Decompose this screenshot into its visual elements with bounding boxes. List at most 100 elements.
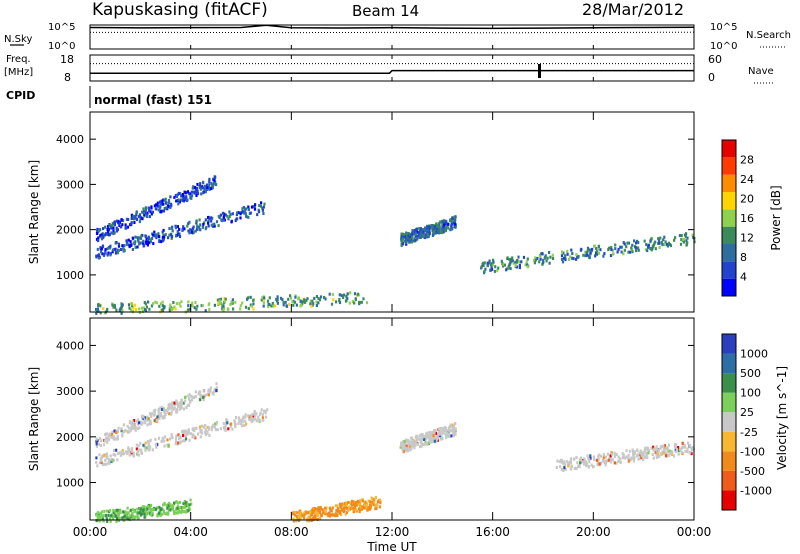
heatmap-cell bbox=[181, 229, 184, 232]
heatmap-cell bbox=[188, 508, 191, 511]
x-tick-label: 00:00 bbox=[677, 525, 712, 539]
heatmap-cell bbox=[196, 225, 199, 229]
velocity-colorbar-frame bbox=[721, 333, 737, 511]
y-tick-label: 3000 bbox=[56, 385, 84, 398]
heatmap-cell bbox=[194, 301, 197, 304]
heatmap-cell bbox=[130, 243, 133, 247]
heatmap-cell bbox=[207, 224, 210, 228]
heatmap-cell bbox=[407, 446, 411, 450]
heatmap-cell bbox=[596, 247, 599, 251]
heatmap-cell bbox=[418, 227, 421, 230]
heatmap-cell bbox=[622, 455, 625, 459]
heatmap-cell bbox=[175, 399, 178, 403]
heatmap-cell bbox=[415, 442, 418, 446]
heatmap-cell bbox=[111, 222, 114, 226]
heatmap-cell bbox=[178, 235, 182, 238]
heatmap-cell bbox=[166, 438, 169, 442]
heatmap-cell bbox=[423, 434, 426, 438]
heatmap-cell bbox=[151, 412, 154, 416]
heatmap-cell bbox=[160, 202, 164, 206]
heatmap-cell bbox=[564, 254, 567, 258]
heatmap-cell bbox=[403, 445, 406, 448]
heatmap-cell bbox=[539, 257, 542, 261]
heatmap-cell bbox=[424, 434, 427, 438]
heatmap-cell bbox=[147, 442, 150, 446]
heatmap-cell bbox=[199, 398, 202, 402]
heatmap-cell bbox=[130, 217, 133, 221]
heatmap-cell bbox=[444, 229, 447, 233]
heatmap-cell bbox=[228, 210, 231, 214]
heatmap-cell bbox=[121, 223, 124, 227]
heatmap-cell bbox=[144, 206, 147, 210]
heatmap-cell bbox=[282, 303, 285, 307]
heatmap-cell bbox=[223, 297, 226, 301]
heatmap-cell bbox=[323, 296, 326, 299]
heatmap-cell bbox=[127, 449, 130, 453]
heatmap-cell bbox=[354, 502, 357, 506]
heatmap-cell bbox=[445, 430, 448, 434]
heatmap-cell bbox=[113, 437, 116, 441]
heatmap-cell bbox=[421, 433, 424, 437]
heatmap-cell bbox=[644, 248, 648, 252]
heatmap-cell bbox=[428, 230, 431, 234]
heatmap-cell bbox=[401, 239, 404, 243]
heatmap-cell bbox=[614, 453, 617, 457]
heatmap-cell bbox=[489, 268, 492, 272]
heatmap-cell bbox=[144, 446, 147, 450]
heatmap-cell bbox=[439, 426, 442, 430]
heatmap-cell bbox=[365, 505, 368, 509]
heatmap-cell bbox=[536, 257, 539, 260]
heatmap-cell bbox=[576, 461, 579, 465]
heatmap-cell bbox=[104, 248, 107, 252]
heatmap-cell bbox=[143, 213, 146, 217]
heatmap-cell bbox=[602, 254, 605, 258]
heatmap-cell bbox=[206, 186, 209, 189]
heatmap-cell bbox=[202, 398, 205, 401]
heatmap-cell bbox=[371, 497, 374, 501]
heatmap-cell bbox=[175, 434, 178, 438]
heatmap-cell bbox=[160, 308, 163, 312]
heatmap-cell bbox=[296, 511, 299, 515]
heatmap-cell bbox=[95, 311, 98, 315]
heatmap-cell bbox=[131, 422, 134, 425]
heatmap-cell bbox=[184, 429, 187, 433]
heatmap-cell bbox=[641, 451, 644, 455]
heatmap-cell bbox=[252, 302, 255, 306]
heatmap-cell bbox=[647, 451, 650, 455]
heatmap-cell bbox=[266, 299, 270, 303]
heatmap-cell bbox=[179, 405, 182, 409]
heatmap-cell bbox=[218, 216, 221, 220]
heatmap-cell bbox=[365, 301, 369, 305]
heatmap-cell bbox=[156, 514, 159, 518]
heatmap-cell bbox=[208, 185, 211, 189]
heatmap-cell bbox=[426, 233, 429, 237]
heatmap-cell bbox=[603, 252, 606, 256]
heatmap-cell bbox=[295, 303, 298, 307]
heatmap-cell bbox=[650, 237, 653, 241]
heatmap-cell bbox=[150, 304, 153, 308]
heatmap-cell bbox=[241, 424, 244, 428]
heatmap-cell bbox=[223, 218, 226, 222]
heatmap-cell bbox=[190, 230, 193, 234]
y-tick-label: 3000 bbox=[56, 178, 84, 191]
heatmap-cell bbox=[147, 300, 150, 304]
heatmap-cell bbox=[145, 446, 148, 450]
heatmap-cell bbox=[98, 437, 101, 441]
heatmap-cell bbox=[682, 240, 685, 244]
heatmap-cell bbox=[117, 426, 120, 430]
heatmap-cell bbox=[170, 233, 173, 237]
heatmap-cell bbox=[356, 499, 360, 503]
heatmap-cell bbox=[483, 270, 486, 273]
heatmap-cell bbox=[216, 428, 219, 432]
heatmap-cell bbox=[143, 416, 147, 420]
date-title: 28/Mar/2012 bbox=[582, 0, 684, 19]
heatmap-cell bbox=[117, 244, 121, 248]
heatmap-cell bbox=[570, 466, 573, 470]
heatmap-cell bbox=[662, 445, 665, 449]
heatmap-cell bbox=[505, 268, 508, 272]
heatmap-cell bbox=[376, 500, 379, 504]
heatmap-cell bbox=[328, 512, 331, 516]
heatmap-cell bbox=[275, 297, 278, 301]
heatmap-cell bbox=[251, 412, 254, 416]
heatmap-cell bbox=[415, 228, 418, 231]
